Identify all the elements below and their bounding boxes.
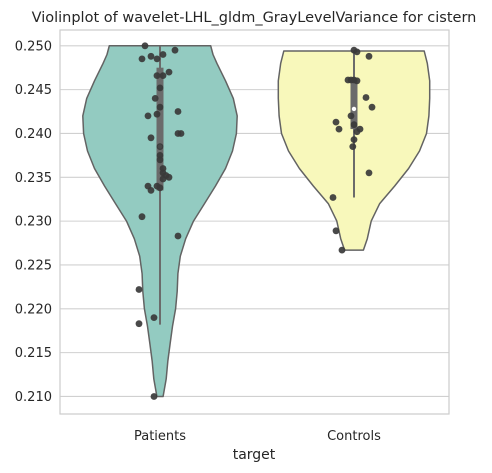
x-axis-title: target [233, 447, 276, 463]
data-point-patients [153, 110, 161, 118]
data-point-patients [156, 184, 164, 192]
data-point-controls [350, 121, 358, 129]
data-point-controls [338, 246, 346, 254]
data-point-controls [329, 194, 337, 201]
data-point-patients [159, 175, 167, 183]
data-point-patients [165, 173, 173, 181]
data-point-controls [368, 103, 376, 111]
y-tick-label: 0.215 [15, 346, 52, 361]
data-point-controls [332, 118, 340, 126]
data-point-patients [174, 108, 182, 115]
y-tick-label: 0.225 [15, 258, 52, 273]
y-tick-label: 0.235 [15, 171, 52, 186]
data-point-patients [156, 103, 164, 111]
data-point-patients [135, 320, 143, 328]
data-point-controls [349, 143, 357, 151]
data-point-patients [151, 95, 159, 102]
data-point-patients [177, 130, 185, 137]
x-tick-labels: Patients Controls [134, 429, 381, 444]
data-point-controls [350, 136, 358, 144]
data-point-patients [150, 393, 158, 400]
y-tick-label: 0.245 [15, 83, 52, 98]
data-point-controls [332, 227, 340, 235]
y-tick-label: 0.220 [15, 302, 52, 317]
data-point-patients [138, 55, 146, 63]
data-point-patients [159, 51, 167, 58]
y-tick-labels: 0.210 0.215 0.220 0.225 0.230 0.235 0.240 0.245… [15, 39, 52, 405]
iqr-box-patients [156, 67, 164, 191]
data-point-patients [147, 134, 155, 142]
data-point-patients [141, 42, 149, 50]
data-point-patients [159, 72, 167, 79]
data-point-patients [147, 52, 155, 60]
data-point-controls [365, 52, 373, 60]
data-point-patients [156, 156, 164, 164]
data-point-patients [147, 187, 155, 194]
y-tick-label: 0.210 [15, 390, 52, 405]
data-point-controls [347, 112, 355, 120]
data-point-patients [144, 112, 152, 120]
iqr-box-controls [350, 79, 358, 130]
data-point-patients [171, 46, 179, 54]
data-point-patients [165, 68, 173, 76]
data-point-controls [344, 76, 352, 84]
data-point-controls [353, 128, 361, 136]
data-point-patients [153, 72, 161, 79]
data-point-patients [153, 55, 161, 63]
y-tick-label: 0.230 [15, 215, 52, 230]
data-point-controls [362, 94, 370, 101]
x-tick-label: Patients [134, 429, 186, 444]
data-point-patients [156, 143, 164, 151]
data-point-patients [135, 286, 143, 293]
x-tick-label: Controls [327, 429, 381, 444]
violins [82, 45, 431, 398]
data-points [135, 42, 376, 400]
median-marker-controls [351, 106, 357, 112]
chart-title: Violinplot of wavelet-LHL_gldm_GrayLevel… [32, 10, 477, 26]
data-point-controls [353, 77, 361, 85]
data-point-patients [156, 84, 164, 92]
y-tick-label: 0.250 [15, 39, 52, 54]
data-point-patients [138, 213, 146, 221]
data-point-patients [150, 314, 158, 321]
data-point-patients [174, 232, 182, 240]
data-point-controls [353, 48, 361, 56]
y-tick-label: 0.240 [15, 127, 52, 142]
data-point-controls [365, 169, 373, 177]
plot-frame [59, 29, 450, 415]
data-point-controls [335, 125, 343, 133]
